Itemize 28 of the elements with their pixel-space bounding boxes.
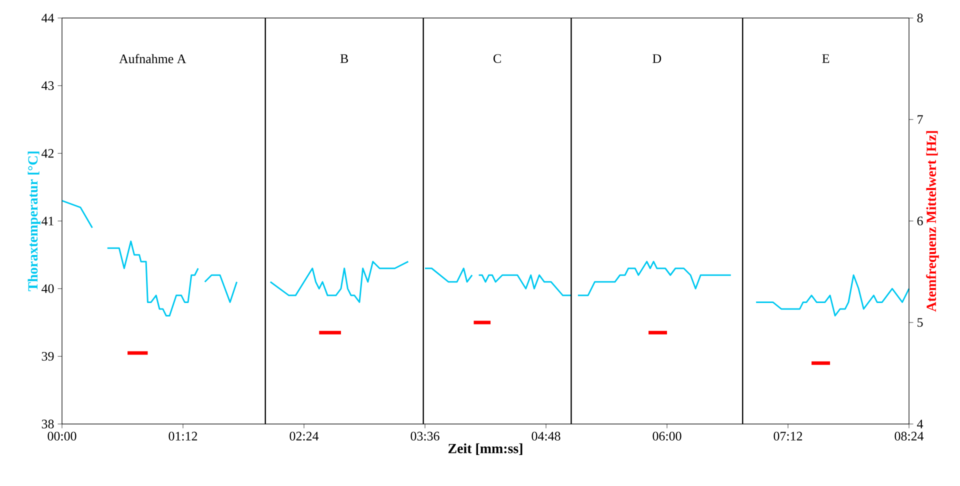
y-tick-label: 43	[42, 81, 54, 90]
x-tick-label: 00:00	[48, 432, 76, 441]
y-tick-label: 39	[42, 352, 54, 361]
y-tick-label: 42	[42, 149, 54, 158]
y2-tick-label: 5	[918, 318, 923, 327]
y-tick-label: 41	[42, 216, 54, 226]
y2-axis-title: Atemfrequenz Mittelwert [Hz]	[926, 131, 939, 312]
annotation: B	[340, 54, 348, 63]
y-tick-label: 40	[42, 284, 54, 294]
x-tick-label: 06:00	[652, 432, 682, 441]
y-tick-label: 38	[42, 420, 54, 428]
annotation: C	[493, 54, 501, 63]
x-axis-title: Zeit [mm:ss]	[448, 443, 522, 455]
x-tick-label: 03:36	[410, 432, 440, 441]
x-tick-label: 08:24	[894, 432, 924, 441]
annotation: D	[652, 54, 662, 63]
annotation: E	[822, 54, 830, 63]
y-axis-title: Thoraxtemperatur [°C]	[28, 152, 40, 292]
annotation: Aufnahme A	[119, 54, 186, 64]
y2-tick-label: 4	[917, 420, 924, 428]
x-tick-label: 04:48	[532, 432, 560, 441]
x-tick-label: 02:24	[290, 432, 319, 441]
y2-tick-label: 8	[917, 14, 923, 22]
y2-tick-label: 6	[917, 216, 923, 226]
y2-tick-label: 7	[918, 115, 923, 124]
x-tick-label: 07:12	[774, 432, 802, 441]
y-tick-label: 44	[42, 14, 54, 22]
x-tick-label: 01:12	[168, 432, 198, 441]
